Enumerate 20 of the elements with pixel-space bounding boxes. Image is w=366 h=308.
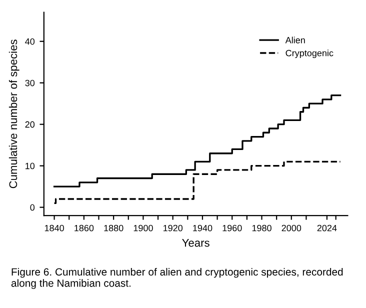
x-tick-label: 1860: [74, 224, 94, 232]
legend-label: Cryptogenic: [286, 50, 334, 58]
y-tick-label: 10: [26, 162, 35, 170]
y-tick-label: 0: [30, 204, 35, 211]
y-axis-title: Cumulative number of species: [8, 40, 20, 188]
y-tick-label: 20: [25, 121, 35, 128]
x-tick-label: 1880: [104, 224, 124, 232]
x-tick-label: 1960: [222, 224, 242, 232]
x-tick-label: 2000: [282, 224, 302, 232]
x-tick-label: 1900: [134, 224, 153, 232]
x-tick-label: 1920: [163, 224, 183, 232]
caption: Figure 6. Cumulative number of alien and cryptogenic species, recorded along the Namibian coast.: [11, 268, 343, 289]
x-axis-title: Years: [182, 239, 210, 247]
y-tick-label: 30: [25, 80, 35, 86]
x-tick-label: 1980: [252, 224, 272, 232]
x-tick-label: 1940: [193, 224, 212, 232]
x-tick-label: 1840: [44, 224, 64, 232]
legend-label: Alien: [285, 36, 305, 44]
y-tick-label: 40: [25, 38, 35, 45]
x-tick-label: 2024: [317, 224, 337, 232]
